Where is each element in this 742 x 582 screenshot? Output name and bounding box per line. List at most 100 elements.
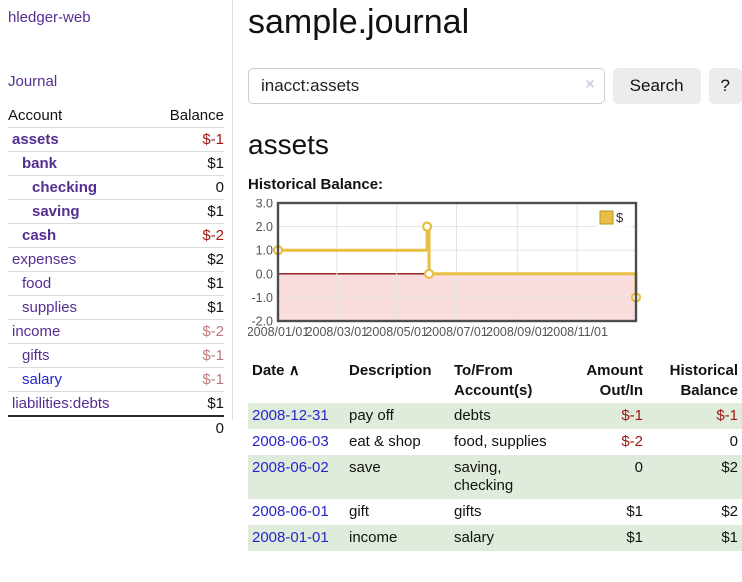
account-link-salary[interactable]: salary: [22, 371, 63, 388]
transaction-description: income: [345, 525, 450, 551]
sidebar-account-row: salary $-1: [8, 367, 224, 392]
account-title: assets: [248, 129, 329, 160]
column-header-description: Description: [349, 362, 432, 379]
sidebar-account-row: cash $-2: [8, 223, 224, 248]
account-link-saving[interactable]: saving: [32, 203, 80, 220]
column-header-accounts: To/From Account(s): [454, 362, 533, 399]
account-link-checking[interactable]: checking: [32, 179, 98, 196]
x-tick-label: 2008/05/01: [365, 325, 428, 339]
transaction-amount: $-1: [567, 403, 647, 429]
transaction-amount: $1: [626, 503, 643, 520]
register-row: 2008-12-31 pay off debts $-1 $-1: [248, 403, 742, 429]
account-link-bank[interactable]: bank: [22, 155, 58, 172]
transaction-accounts: salary: [450, 525, 567, 551]
accounts-table: Account Balance assets $-1 bank $1 checking 0…: [8, 104, 224, 440]
transaction-date-link[interactable]: 2008-12-31: [252, 407, 329, 424]
column-header-amount: Amount Out/In: [586, 362, 643, 399]
transaction-date-link[interactable]: 2008-06-02: [252, 459, 329, 476]
transaction-accounts: saving, checking: [450, 455, 567, 499]
plot-border: [276, 201, 638, 323]
sidebar-account-row: expenses $2: [8, 247, 224, 272]
legend-swatch-icon: [599, 210, 614, 225]
search-input[interactable]: [248, 68, 605, 104]
account-balance: 0: [148, 175, 224, 200]
transaction-balance: $2: [647, 455, 742, 499]
transaction-description: eat & shop: [349, 433, 421, 450]
accounts-total-value: 0: [148, 415, 224, 440]
x-tick-label: 2008/11/01: [546, 325, 608, 339]
search-bar: × Search ?: [248, 68, 742, 104]
sidebar-account-row: checking 0: [8, 175, 224, 200]
transaction-balance: 0: [729, 433, 738, 450]
sidebar-account-row: supplies $1: [8, 295, 224, 320]
sidebar-item-journal[interactable]: Journal: [8, 73, 58, 90]
chart-label: Historical Balance:: [248, 176, 384, 193]
y-tick-label: -2.0: [251, 315, 273, 329]
register-body: 2008-12-31 pay off debts $-1 $-1 2008-06-03 ea…: [248, 403, 742, 551]
accounts-header-account: Account: [8, 107, 63, 124]
transaction-balance: $2: [721, 503, 738, 520]
account-balance: $-1: [148, 127, 224, 152]
transaction-accounts: food, supplies: [454, 433, 547, 450]
column-header-balance: Historical Balance: [669, 362, 738, 399]
register-row: 2008-01-01 income salary $1 $1: [248, 525, 742, 551]
transaction-accounts: gifts: [454, 503, 482, 520]
accounts-header-row: Account Balance: [8, 104, 224, 128]
transaction-date-link[interactable]: 2008-06-01: [252, 503, 329, 520]
account-link-assets[interactable]: assets: [12, 131, 59, 148]
x-tick-label: 2008/07/01: [425, 325, 488, 339]
account-link-expenses[interactable]: expenses: [12, 251, 77, 268]
account-link-cash[interactable]: cash: [22, 227, 57, 244]
account-balance: $-1: [148, 367, 224, 392]
app-brand-link[interactable]: hledger-web: [8, 9, 91, 26]
sidebar-account-row: bank $1: [8, 151, 224, 176]
sidebar-account-row: food $1: [8, 271, 224, 296]
account-balance: $2: [148, 247, 224, 272]
y-tick-label: -1.0: [251, 291, 273, 305]
transaction-date-link[interactable]: 2008-06-03: [252, 433, 329, 450]
historical-balance-chart: $3.0 2.0 1.0 0.0 -1.0 -2.02008/01/012008/03/0…: [248, 199, 642, 339]
clear-search-icon[interactable]: ×: [585, 76, 595, 93]
x-tick-label: 2008/01/01: [248, 325, 309, 339]
transaction-amount: $1: [567, 525, 647, 551]
account-link-food[interactable]: food: [22, 275, 52, 292]
account-link-gifts[interactable]: gifts: [22, 347, 50, 364]
account-link-supplies[interactable]: supplies: [22, 299, 78, 316]
account-balance: $1: [148, 271, 224, 296]
x-tick-label: 2008/09/01: [486, 325, 549, 339]
sidebar-account-row: assets $-1: [8, 127, 224, 152]
help-button[interactable]: ?: [708, 68, 742, 104]
account-balance: $1: [148, 391, 224, 416]
sidebar-account-row: gifts $-1: [8, 343, 224, 368]
register-row: 2008-06-01 gift gifts $1 $2: [248, 499, 742, 525]
column-header-date[interactable]: Date ∧: [252, 362, 300, 379]
transaction-amount: 0: [567, 455, 647, 499]
transaction-balance: $-1: [647, 403, 742, 429]
transaction-accounts: debts: [450, 403, 567, 429]
y-tick-label: 0.0: [256, 267, 273, 281]
sort-asc-icon: ∧: [288, 362, 300, 379]
x-tick-label: 2008/03/01: [306, 325, 369, 339]
y-tick-label: 2.0: [256, 220, 273, 234]
account-link-liabilities-debts[interactable]: liabilities:debts: [12, 395, 110, 412]
y-tick-label: 1.0: [256, 244, 273, 258]
register-row: 2008-06-03 eat & shop food, supplies $-2 0: [248, 429, 742, 455]
data-point: [421, 221, 433, 232]
main-content: sample.journal × Search ? assets Histori…: [248, 0, 742, 551]
sidebar-account-row: saving $1: [8, 199, 224, 224]
transaction-description: gift: [349, 503, 370, 520]
account-balance: $1: [148, 151, 224, 176]
search-button[interactable]: Search: [612, 68, 701, 104]
transaction-balance: $1: [647, 525, 742, 551]
account-link-income[interactable]: income: [12, 323, 61, 340]
account-balance: $-2: [148, 223, 224, 248]
y-tick-label: 3.0: [256, 199, 273, 211]
data-point: [423, 268, 435, 279]
transaction-date-link[interactable]: 2008-01-01: [252, 529, 329, 546]
account-balance: $-1: [148, 343, 224, 368]
accounts-header-balance: Balance: [169, 107, 224, 124]
register-row: 2008-06-02 save saving, checking 0 $2: [248, 455, 742, 499]
accounts-total-row: 0: [8, 415, 224, 440]
sidebar: hledger-web Journal Account Balance asse…: [0, 0, 233, 440]
account-balance: $1: [148, 295, 224, 320]
